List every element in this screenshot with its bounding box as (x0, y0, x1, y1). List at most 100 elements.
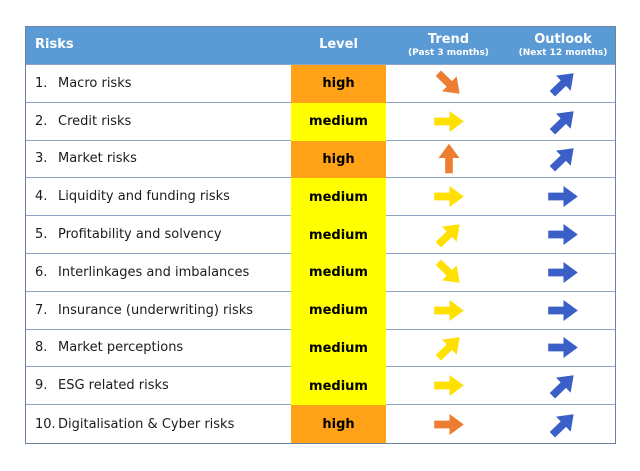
risk-name-cell: 6. Interlinkages and imbalances (26, 253, 291, 292)
outlook-cell (511, 291, 615, 330)
risk-number: 8. (35, 340, 48, 356)
risk-number: 7. (35, 302, 48, 318)
column-header-outlook-subtitle: (Next 12 months) (518, 47, 608, 58)
risk-level-label: medium (309, 265, 368, 281)
outlook-cell (511, 405, 615, 443)
risk-level-cell: medium (291, 178, 386, 217)
risk-name-cell: 7. Insurance (underwriting) risks (26, 291, 291, 330)
outlook-cell (511, 216, 615, 254)
column-header-risks: Risks (26, 27, 291, 65)
risk-level-cell: high (291, 140, 386, 179)
column-header-trend: Trend (Past 3 months) (386, 27, 511, 65)
outlook-arrow-icon (548, 337, 578, 359)
risk-number: 1. (35, 75, 48, 91)
risk-number: 2. (35, 113, 48, 129)
risk-name: Market perceptions (58, 340, 184, 356)
outlook-cell (511, 367, 615, 406)
column-header-outlook: Outlook (Next 12 months) (511, 27, 615, 65)
risk-number: 6. (35, 264, 48, 280)
outlook-arrow-icon (548, 224, 578, 246)
risk-level-label: medium (309, 227, 368, 243)
risk-level-label: high (322, 76, 355, 92)
trend-arrow-icon (438, 144, 459, 174)
risk-level-label: high (322, 416, 355, 432)
column-header-outlook-title: Outlook (534, 31, 592, 47)
risk-level-label: medium (309, 189, 368, 205)
risk-name-cell: 10. Digitalisation & Cyber risks (26, 405, 291, 443)
risk-level-cell: medium (291, 102, 386, 141)
trend-arrow-icon (433, 186, 464, 208)
outlook-arrow-icon (548, 261, 578, 283)
trend-cell (386, 291, 511, 330)
outlook-arrow-icon (548, 186, 578, 208)
risk-level-label: medium (309, 303, 368, 319)
risk-level-label: medium (309, 378, 368, 394)
trend-arrow-icon (435, 224, 460, 248)
risk-level-cell: medium (291, 291, 386, 330)
trend-cell (386, 178, 511, 217)
outlook-arrow-icon (549, 73, 574, 97)
risk-name: Macro risks (58, 75, 132, 91)
risk-name: Credit risks (58, 113, 132, 129)
risk-name-cell: 2. Credit risks (26, 102, 291, 141)
trend-arrow-icon (433, 299, 464, 321)
risk-number: 4. (35, 189, 48, 205)
risk-name: Insurance (underwriting) risks (58, 302, 254, 318)
risk-name-cell: 9. ESG related risks (26, 367, 291, 406)
risk-level-label: medium (309, 340, 368, 356)
trend-arrow-icon (435, 259, 460, 283)
risk-level-cell: medium (291, 253, 386, 292)
outlook-cell (511, 178, 615, 217)
risk-level-cell: medium (291, 367, 386, 406)
risk-level-cell: medium (291, 216, 386, 254)
outlook-cell (511, 65, 615, 103)
outlook-arrow-icon (549, 375, 574, 399)
outlook-arrow-icon (549, 413, 574, 438)
risk-name: Profitability and solvency (58, 227, 222, 243)
trend-cell (386, 253, 511, 292)
outlook-cell (511, 329, 615, 368)
risk-name: Interlinkages and imbalances (58, 264, 250, 280)
outlook-arrow-icon (549, 110, 574, 135)
risk-name: Market risks (58, 151, 137, 167)
trend-cell (386, 405, 511, 443)
outlook-arrow-icon (549, 148, 574, 173)
risk-level-label: medium (309, 114, 368, 130)
trend-arrow-icon (433, 375, 464, 397)
risk-number: 5. (35, 227, 48, 243)
risk-name-cell: 4. Liquidity and funding risks (26, 178, 291, 217)
trend-arrow-icon (435, 337, 460, 362)
risk-name-cell: 5. Profitability and solvency (26, 216, 291, 254)
trend-cell (386, 216, 511, 254)
outlook-cell (511, 102, 615, 141)
risk-level-cell: high (291, 65, 386, 103)
trend-arrow-icon (433, 110, 464, 132)
trend-arrow-icon (435, 70, 460, 94)
outlook-cell (511, 140, 615, 179)
risk-level-cell: high (291, 405, 386, 443)
column-header-trend-subtitle: (Past 3 months) (408, 47, 489, 58)
column-header-level: Level (291, 27, 386, 65)
risk-name-cell: 1. Macro risks (26, 65, 291, 103)
risk-name: Digitalisation & Cyber risks (58, 416, 235, 432)
outlook-arrow-icon (548, 299, 578, 321)
trend-cell (386, 65, 511, 103)
trend-cell (386, 140, 511, 179)
column-header-trend-title: Trend (427, 31, 470, 47)
risk-name: ESG related risks (58, 378, 169, 394)
trend-arrow-icon (433, 413, 464, 435)
risk-number: 10. (35, 416, 56, 432)
outlook-cell (511, 253, 615, 292)
trend-cell (386, 367, 511, 406)
risk-number: 3. (35, 151, 48, 167)
risk-dashboard-table: Risks Level Trend (Past 3 months) Outloo… (25, 26, 616, 444)
trend-cell (386, 329, 511, 368)
risk-name-cell: 3. Market risks (26, 140, 291, 179)
risk-level-cell: medium (291, 329, 386, 368)
risk-name-cell: 8. Market perceptions (26, 329, 291, 368)
risk-number: 9. (35, 378, 48, 394)
trend-cell (386, 102, 511, 141)
risk-name: Liquidity and funding risks (58, 189, 230, 205)
risk-level-label: high (322, 151, 355, 167)
